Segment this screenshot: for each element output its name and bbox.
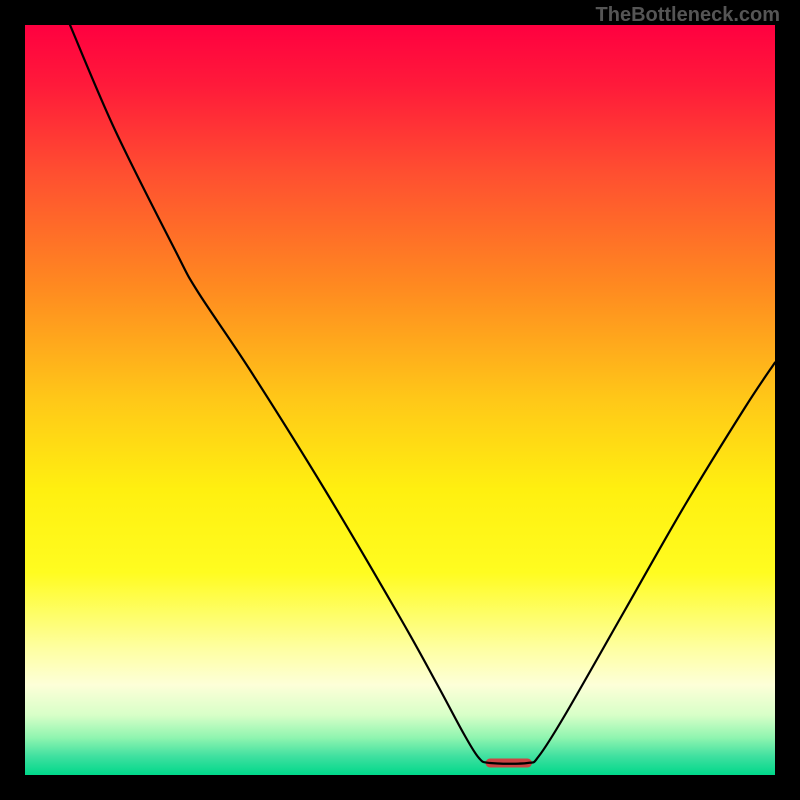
bottleneck-chart xyxy=(25,25,775,775)
watermark-text: TheBottleneck.com xyxy=(596,4,780,27)
chart-svg xyxy=(25,25,775,775)
gradient-background xyxy=(25,25,775,775)
